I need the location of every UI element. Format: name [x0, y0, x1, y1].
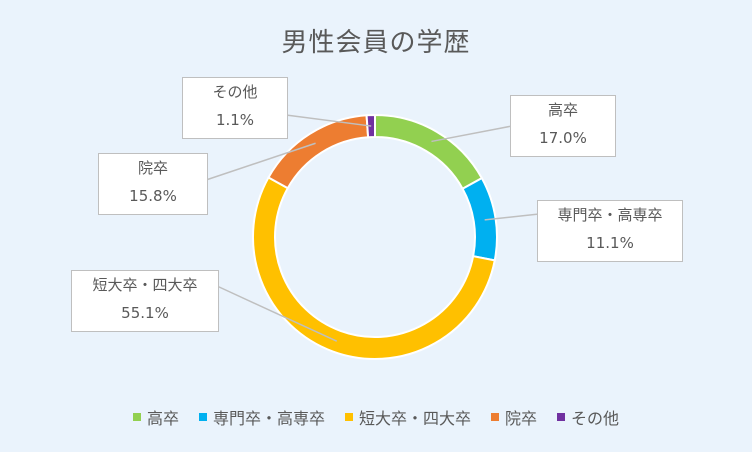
- leader-line-3: [205, 142, 316, 181]
- donut-slice-0: [374, 113, 484, 191]
- data-label-0: 高卒 17.0%: [510, 95, 616, 157]
- legend-item-3: 院卒: [491, 405, 537, 429]
- legend-swatch: [132, 413, 141, 421]
- data-label-category: 高卒: [547, 101, 578, 119]
- legend: 高卒 専門卒・高専卒 短大卒・四大卒 院卒 その他: [0, 405, 752, 429]
- data-label-2: 短大卒・四大卒 55.1%: [71, 270, 219, 332]
- data-label-3: 院卒 15.8%: [98, 153, 208, 215]
- data-label-value: 55.1%: [121, 304, 169, 322]
- legend-item-0: 高卒: [132, 405, 179, 429]
- legend-swatch: [198, 413, 207, 421]
- legend-swatch: [344, 413, 353, 421]
- leader-line-1: [484, 213, 540, 221]
- leader-line-4: [285, 114, 372, 127]
- data-label-category: 院卒: [137, 159, 168, 177]
- legend-label: その他: [571, 409, 620, 428]
- legend-label: 専門卒・高専卒: [212, 409, 325, 428]
- data-label-value: 11.1%: [586, 234, 634, 252]
- data-label-category: 専門卒・高専卒: [557, 206, 663, 224]
- data-label-1: 専門卒・高専卒 11.1%: [537, 200, 683, 262]
- data-label-value: 1.1%: [215, 111, 255, 129]
- leader-line-2: [216, 285, 338, 342]
- data-label-category: 短大卒・四大卒: [92, 276, 198, 294]
- data-label-value: 15.8%: [129, 187, 177, 205]
- donut-slice-2: [252, 176, 496, 360]
- leader-line-0: [431, 125, 513, 143]
- legend-item-2: 短大卒・四大卒: [344, 405, 471, 429]
- legend-label: 院卒: [505, 409, 538, 428]
- data-label-4: その他 1.1%: [182, 77, 288, 139]
- legend-label: 高卒: [146, 409, 179, 428]
- legend-swatch: [557, 413, 566, 421]
- legend-item-4: その他: [557, 405, 619, 429]
- data-label-category: その他: [212, 83, 258, 101]
- chart-title: 男性会員の学歴: [281, 28, 471, 58]
- legend-item-1: 専門卒・高専卒: [198, 405, 325, 429]
- legend-swatch: [491, 413, 499, 421]
- data-label-value: 17.0%: [539, 129, 587, 147]
- legend-label: 短大卒・四大卒: [358, 409, 471, 428]
